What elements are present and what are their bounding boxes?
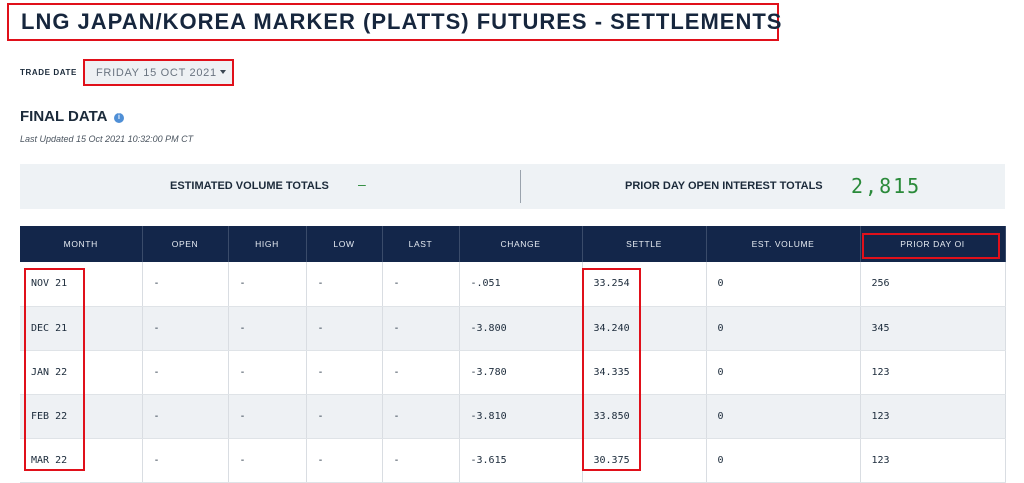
page-title: LNG JAPAN/KOREA MARKER (PLATTS) FUTURES … [7, 3, 783, 41]
chevron-down-icon [219, 69, 226, 74]
page-title-text: LNG JAPAN/KOREA MARKER (PLATTS) FUTURES … [21, 9, 783, 34]
table-header-row: MONTH OPEN HIGH LOW LAST CHANGE SETTLE E… [20, 226, 1006, 262]
cell-open: - [142, 438, 229, 483]
cell-month: DEC 21 [20, 306, 143, 351]
table-row: MAR 22 - - - - -3.615 30.375 0 123 [20, 438, 1006, 483]
cell-change: -3.800 [459, 306, 583, 351]
cell-settle: 30.375 [582, 438, 707, 483]
totals-divider [520, 170, 521, 203]
col-header-open[interactable]: OPEN [142, 226, 229, 262]
cell-last: - [382, 394, 460, 439]
prior-oi-label: PRIOR DAY OPEN INTEREST TOTALS [625, 180, 823, 192]
cell-prior-day-oi: 123 [860, 438, 1006, 483]
totals-panel: ESTIMATED VOLUME TOTALS – PRIOR DAY OPEN… [20, 164, 1005, 209]
cell-change: -.051 [459, 262, 583, 307]
cell-open: - [142, 306, 229, 351]
cell-high: - [228, 350, 307, 395]
col-header-high[interactable]: HIGH [228, 226, 307, 262]
cell-open: - [142, 262, 229, 307]
info-icon[interactable]: i [114, 113, 124, 123]
cell-settle: 33.850 [582, 394, 707, 439]
col-header-est-volume[interactable]: EST. VOLUME [706, 226, 861, 262]
table-row: DEC 21 - - - - -3.800 34.240 0 345 [20, 306, 1006, 351]
settlements-table: MONTH OPEN HIGH LOW LAST CHANGE SETTLE E… [20, 226, 1006, 483]
cell-est-volume: 0 [706, 262, 861, 307]
cell-low: - [306, 262, 383, 307]
col-header-low[interactable]: LOW [306, 226, 383, 262]
cell-month: FEB 22 [20, 394, 143, 439]
cell-settle: 34.335 [582, 350, 707, 395]
cell-prior-day-oi: 123 [860, 350, 1006, 395]
table-row: FEB 22 - - - - -3.810 33.850 0 123 [20, 394, 1006, 439]
cell-month: JAN 22 [20, 350, 143, 395]
last-updated-text: Last Updated 15 Oct 2021 10:32:00 PM CT [20, 134, 194, 144]
col-header-last[interactable]: LAST [382, 226, 460, 262]
cell-est-volume: 0 [706, 394, 861, 439]
col-header-prior-day-oi[interactable]: PRIOR DAY OI [860, 226, 1006, 262]
cell-est-volume: 0 [706, 438, 861, 483]
cell-settle: 34.240 [582, 306, 707, 351]
cell-month: NOV 21 [20, 262, 143, 307]
table-row: JAN 22 - - - - -3.780 34.335 0 123 [20, 350, 1006, 395]
cell-month: MAR 22 [20, 438, 143, 483]
trade-date-label: TRADE DATE [20, 68, 77, 77]
cell-open: - [142, 350, 229, 395]
col-header-settle[interactable]: SETTLE [582, 226, 707, 262]
cell-low: - [306, 394, 383, 439]
cell-low: - [306, 438, 383, 483]
cell-open: - [142, 394, 229, 439]
trade-date-dropdown[interactable]: FRIDAY 15 OCT 2021 [83, 59, 234, 86]
cell-prior-day-oi: 345 [860, 306, 1006, 351]
cell-est-volume: 0 [706, 306, 861, 351]
cell-last: - [382, 438, 460, 483]
estimated-volume-label: ESTIMATED VOLUME TOTALS [170, 180, 329, 192]
cell-change: -3.780 [459, 350, 583, 395]
cell-last: - [382, 306, 460, 351]
cell-prior-day-oi: 123 [860, 394, 1006, 439]
trade-date-value: FRIDAY 15 OCT 2021 [96, 66, 217, 79]
cell-low: - [306, 350, 383, 395]
prior-oi-value: 2,815 [851, 174, 922, 198]
cell-change: -3.810 [459, 394, 583, 439]
col-header-month[interactable]: MONTH [20, 226, 143, 262]
cell-prior-day-oi: 256 [860, 262, 1006, 307]
cell-high: - [228, 394, 307, 439]
cell-high: - [228, 438, 307, 483]
final-data-title: FINAL DATA [20, 108, 108, 125]
cell-high: - [228, 306, 307, 351]
cell-est-volume: 0 [706, 350, 861, 395]
table-row: NOV 21 - - - - -.051 33.254 0 256 [20, 262, 1006, 307]
cell-low: - [306, 306, 383, 351]
cell-last: - [382, 262, 460, 307]
cell-high: - [228, 262, 307, 307]
cell-settle: 33.254 [582, 262, 707, 307]
col-header-change[interactable]: CHANGE [459, 226, 583, 262]
cell-last: - [382, 350, 460, 395]
cell-change: -3.615 [459, 438, 583, 483]
estimated-volume-value: – [358, 176, 366, 192]
